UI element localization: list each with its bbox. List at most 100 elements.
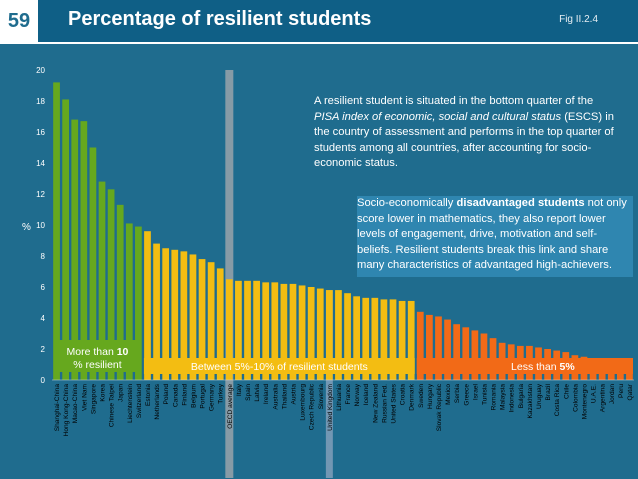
x-tick-label: Chile bbox=[563, 384, 570, 399]
x-tick-label: Estonia bbox=[145, 384, 152, 406]
note1-text-part: A resilient student is situated in the b… bbox=[314, 95, 594, 107]
bar-37 bbox=[389, 299, 397, 380]
x-tick-label: Japan bbox=[118, 384, 125, 402]
bar-14 bbox=[180, 251, 188, 380]
x-tick-label: United States bbox=[391, 383, 398, 423]
bar-9 bbox=[135, 226, 142, 380]
x-tick-label: France bbox=[345, 384, 352, 405]
group-label-high-line2: % resilient bbox=[73, 359, 122, 371]
group-label-low-text: Less than bbox=[511, 361, 559, 373]
bar-13 bbox=[171, 249, 179, 380]
x-tick-label: Thailand bbox=[281, 384, 288, 410]
bar-47 bbox=[480, 333, 488, 380]
x-tick-label: Viet Nam bbox=[81, 383, 88, 411]
x-tick-label: Austria bbox=[290, 384, 297, 405]
x-tick-label: Uruguay bbox=[536, 383, 543, 409]
bar-29 bbox=[316, 288, 324, 380]
bar-20 bbox=[235, 280, 242, 380]
y-tick-label: 18 bbox=[36, 97, 45, 106]
y-tick-label: 16 bbox=[36, 128, 45, 137]
note1-text-part: PISA index of economic, social and cultu… bbox=[314, 110, 562, 123]
y-tick-label: 4 bbox=[41, 314, 46, 323]
x-tick-label: OECD average bbox=[227, 384, 234, 429]
bar-6 bbox=[107, 189, 115, 380]
x-tick-label: Kazakhstan bbox=[527, 384, 534, 419]
x-tick-label: New Zealand bbox=[372, 384, 379, 423]
bar-22 bbox=[253, 280, 260, 380]
oecd-average-highlight bbox=[225, 70, 234, 478]
x-tick-label: Australia bbox=[272, 384, 279, 410]
bar-21 bbox=[244, 280, 251, 380]
x-tick-label: Chinese Taipei bbox=[109, 383, 116, 427]
note2-text-part: not only score lower in mathematics, the… bbox=[357, 197, 627, 271]
bar-35 bbox=[371, 297, 379, 380]
bar-3 bbox=[80, 121, 88, 381]
group-label-high-text: More than bbox=[67, 346, 117, 358]
bar-2 bbox=[71, 119, 79, 380]
y-tick-label: 14 bbox=[36, 159, 45, 168]
bar-23 bbox=[262, 282, 270, 380]
x-tick-label: Netherlands bbox=[154, 383, 161, 419]
x-tick-label: Poland bbox=[163, 384, 170, 405]
uk-highlight bbox=[325, 290, 333, 478]
bar-44 bbox=[453, 324, 461, 380]
x-tick-label: Malaysia bbox=[500, 384, 507, 410]
x-tick-label: Belgium bbox=[190, 383, 197, 407]
y-tick-label: 20 bbox=[36, 66, 45, 75]
x-tick-label: Peru bbox=[618, 384, 625, 398]
group-label-low: Less than 5% bbox=[511, 361, 575, 373]
x-tick-label: Romania bbox=[491, 384, 498, 411]
y-tick-label: 12 bbox=[36, 190, 45, 199]
group-label-high-line1: More than 10 bbox=[67, 346, 129, 358]
bar-34 bbox=[362, 297, 370, 380]
bar-27 bbox=[298, 285, 306, 380]
bar-32 bbox=[344, 293, 351, 380]
bar-43 bbox=[444, 319, 451, 380]
bar-7 bbox=[116, 204, 124, 380]
group-label-mid: Between 5%-10% of resilient students bbox=[191, 361, 368, 373]
x-tick-label: Norway bbox=[354, 383, 361, 406]
x-tick-label: Argentina bbox=[600, 384, 607, 413]
x-tick-label: Lithuania bbox=[336, 384, 343, 411]
group-label-high-number: 10 bbox=[117, 346, 129, 358]
x-tick-label: Latvia bbox=[254, 384, 261, 402]
x-tick-label: U.A.E. bbox=[591, 384, 598, 403]
bar-63 bbox=[626, 370, 633, 380]
x-tick-label: Bulgaria bbox=[518, 384, 525, 409]
y-tick-label: 2 bbox=[41, 345, 46, 354]
x-tick-label: Spain bbox=[245, 384, 252, 401]
x-tick-label: Finland bbox=[181, 384, 188, 406]
x-tick-label: Slovenia bbox=[318, 384, 325, 410]
resilient-definition-note: A resilient student is situated in the b… bbox=[314, 94, 619, 172]
x-tick-label: Israel bbox=[472, 383, 479, 400]
bar-1 bbox=[62, 99, 70, 380]
bar-17 bbox=[207, 262, 215, 380]
slide-title: Percentage of resilient students bbox=[68, 8, 372, 30]
x-tick-label: Macao-China bbox=[72, 384, 79, 424]
x-tick-label: Brazil bbox=[545, 383, 552, 400]
bar-10 bbox=[144, 231, 151, 380]
x-tick-label: Shanghai-China bbox=[54, 384, 61, 432]
bar-15 bbox=[189, 254, 197, 380]
x-tick-label: Liechtenstein bbox=[127, 384, 134, 423]
x-tick-label: Korea bbox=[100, 384, 107, 402]
x-tick-label: Colombia bbox=[572, 384, 579, 412]
bar-33 bbox=[353, 296, 361, 380]
bar-28 bbox=[307, 287, 315, 380]
x-tick-label: Iceland bbox=[363, 384, 370, 406]
x-tick-label: Greece bbox=[463, 384, 470, 406]
x-tick-label: Hong Kong-China bbox=[63, 384, 70, 437]
note2-text-part: Socio-economically bbox=[357, 197, 457, 209]
bar-40 bbox=[416, 311, 424, 380]
bar-36 bbox=[380, 299, 388, 380]
x-tick-label: Costa Rica bbox=[554, 384, 561, 417]
disadvantaged-students-note: Socio-economically disadvantaged student… bbox=[357, 196, 633, 277]
slide-number: 59 bbox=[0, 0, 38, 42]
x-tick-label: Mexico bbox=[445, 384, 452, 405]
bar-41 bbox=[426, 314, 433, 380]
x-tick-label: United Kingdom bbox=[327, 383, 334, 430]
x-tick-label: Montenegro bbox=[581, 384, 588, 420]
bar-8 bbox=[125, 223, 133, 380]
x-tick-label: Denmark bbox=[409, 383, 416, 410]
